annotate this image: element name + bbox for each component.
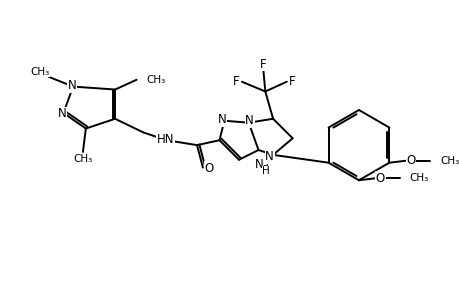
Text: N: N xyxy=(67,79,76,92)
Text: H: H xyxy=(261,162,269,172)
Text: CH₃: CH₃ xyxy=(146,75,165,85)
Text: CH₃: CH₃ xyxy=(409,173,428,183)
Text: H: H xyxy=(262,167,269,176)
Text: CH₃: CH₃ xyxy=(30,67,50,77)
Text: CH₃: CH₃ xyxy=(73,154,92,164)
Text: N: N xyxy=(58,107,67,120)
Text: N: N xyxy=(255,158,263,171)
Text: HN: HN xyxy=(157,133,174,146)
Text: F: F xyxy=(232,75,239,88)
Text: O: O xyxy=(375,172,384,185)
Text: N: N xyxy=(218,113,226,126)
Text: CH₃: CH₃ xyxy=(439,156,459,166)
Text: O: O xyxy=(405,154,414,167)
Text: F: F xyxy=(289,75,295,88)
Text: F: F xyxy=(259,58,266,71)
Text: N: N xyxy=(245,114,253,127)
Text: N: N xyxy=(265,150,274,163)
Text: O: O xyxy=(204,162,213,175)
